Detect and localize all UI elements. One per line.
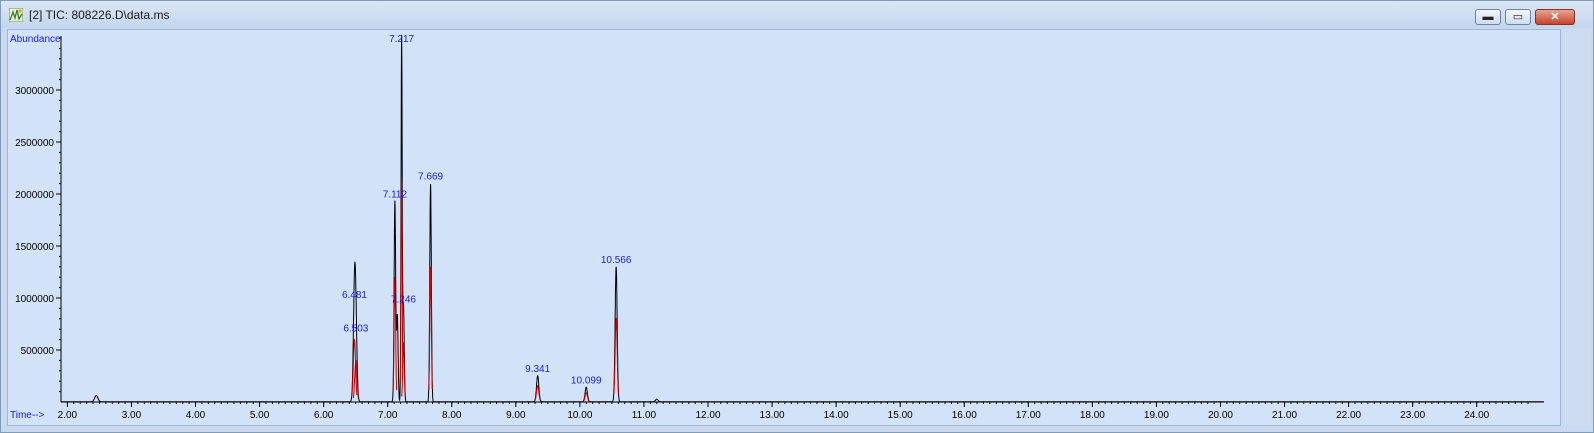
close-button[interactable]: ✕ bbox=[1535, 9, 1575, 25]
x-tick-label: 11.00 bbox=[632, 410, 657, 421]
x-tick-label: 14.00 bbox=[824, 410, 849, 421]
maximize-button[interactable]: ▭ bbox=[1505, 9, 1531, 25]
x-tick-label: 7.00 bbox=[378, 410, 398, 421]
vertical-scrollbar[interactable] bbox=[1563, 29, 1591, 426]
chromatogram-chart: Abundance Time--> 500000 1000000 1500000 2000… bbox=[10, 34, 1544, 421]
x-tick-label: 23.00 bbox=[1400, 410, 1425, 421]
x-tick-label: 12.00 bbox=[695, 410, 720, 421]
x-tick-label: 21.00 bbox=[1272, 410, 1297, 421]
integration-baseline bbox=[392, 276, 398, 391]
y-tick-label: 3000000 bbox=[15, 86, 54, 97]
x-tick-label: 17.00 bbox=[1016, 410, 1041, 421]
x-tick-label: 6.00 bbox=[314, 410, 334, 421]
y-tick-label: 1000000 bbox=[15, 294, 54, 305]
x-tick-label: 10.00 bbox=[567, 410, 592, 421]
x-tick-label: 9.00 bbox=[506, 410, 526, 421]
x-tick-label: 16.00 bbox=[952, 410, 977, 421]
peak-label: 7.246 bbox=[391, 294, 416, 305]
maximize-icon: ▭ bbox=[1512, 11, 1524, 23]
y-tick-label: 2000000 bbox=[15, 190, 54, 201]
y-tick-label: 500000 bbox=[21, 346, 55, 357]
window-title: [2] TIC: 808226.D\data.ms bbox=[29, 8, 170, 22]
y-tick-label: 2500000 bbox=[15, 138, 54, 149]
peak-label: 10.099 bbox=[571, 375, 602, 386]
peak-label: 10.566 bbox=[601, 255, 632, 266]
title-bar[interactable]: [2] TIC: 808226.D\data.ms ▬ ▭ ✕ bbox=[1, 1, 1593, 28]
peak-label: 7.217 bbox=[389, 34, 414, 45]
integration-baseline bbox=[613, 317, 619, 395]
integration-baseline bbox=[399, 177, 404, 382]
x-tick-label: 5.00 bbox=[250, 410, 270, 421]
y-tick-label: 1500000 bbox=[15, 242, 54, 253]
integration-baseline bbox=[428, 266, 433, 390]
x-axis-title: Time--> bbox=[10, 410, 45, 421]
x-tick-label: 8.00 bbox=[442, 410, 462, 421]
close-icon: ✕ bbox=[1550, 11, 1560, 23]
peak-label: 6.481 bbox=[342, 290, 367, 301]
x-tick-label: 3.00 bbox=[122, 410, 142, 421]
x-tick-label: 4.00 bbox=[186, 410, 206, 421]
integration-baseline bbox=[401, 341, 406, 397]
integration-baseline bbox=[534, 384, 541, 401]
x-tick-label: 22.00 bbox=[1336, 410, 1361, 421]
x-tick-label: 19.00 bbox=[1144, 410, 1169, 421]
integration-baseline bbox=[352, 359, 359, 399]
integration-baseline bbox=[351, 338, 358, 397]
chromatogram-plot-area[interactable]: Abundance Time--> 500000 1000000 1500000 2000… bbox=[7, 29, 1561, 426]
peak-label: 9.341 bbox=[525, 364, 550, 375]
minimize-button[interactable]: ▬ bbox=[1475, 9, 1501, 25]
x-tick-label: 24.00 bbox=[1464, 410, 1489, 421]
x-tick-label: 15.00 bbox=[888, 410, 913, 421]
peak-label: 7.112 bbox=[383, 189, 408, 200]
y-axis-title: Abundance bbox=[10, 34, 61, 45]
x-tick-label: 2.00 bbox=[58, 410, 78, 421]
x-tick-label: 18.00 bbox=[1080, 410, 1105, 421]
peak-label: 6.503 bbox=[343, 323, 368, 334]
tic-trace bbox=[61, 34, 1544, 403]
x-tick-label: 20.00 bbox=[1208, 410, 1233, 421]
chromatogram-app-icon bbox=[9, 8, 23, 22]
integration-baseline bbox=[583, 392, 590, 402]
minimize-icon: ▬ bbox=[1482, 11, 1494, 23]
peak-label: 7.669 bbox=[418, 172, 443, 183]
x-tick-label: 13.00 bbox=[760, 410, 785, 421]
